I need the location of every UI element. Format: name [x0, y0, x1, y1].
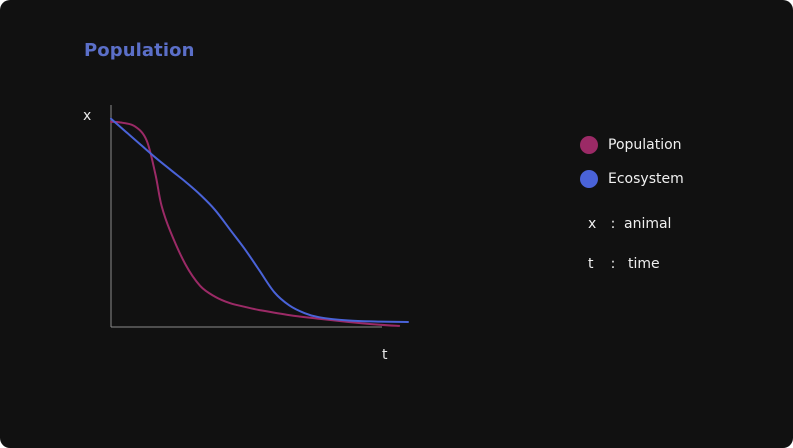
y-axis-label: x: [83, 108, 91, 124]
definition-separator: :: [610, 256, 616, 272]
legend-dot-icon: [580, 136, 598, 154]
definition-symbol: x: [588, 216, 597, 232]
legend-dot-icon: [580, 170, 598, 188]
definition-symbol: t: [588, 256, 594, 272]
series-line-ecosystem: [110, 117, 409, 323]
definition-meaning: animal: [624, 216, 672, 232]
legend-label: Ecosystem: [608, 171, 684, 187]
series-layer: [110, 117, 409, 327]
legend-item-population: Population: [580, 134, 684, 156]
definition-separator: :: [610, 216, 616, 232]
chart-title: Population: [84, 40, 195, 61]
series-line-population: [110, 120, 401, 327]
definition-row-t: t : time: [588, 256, 671, 276]
legend-item-ecosystem: Ecosystem: [580, 168, 684, 190]
variable-definitions: x : animal t : time: [588, 216, 671, 296]
legend-label: Population: [608, 137, 682, 153]
x-axis-label: t: [382, 347, 388, 363]
legend: Population Ecosystem: [580, 134, 684, 202]
definition-row-x: x : animal: [588, 216, 671, 236]
definition-meaning: time: [628, 256, 660, 272]
